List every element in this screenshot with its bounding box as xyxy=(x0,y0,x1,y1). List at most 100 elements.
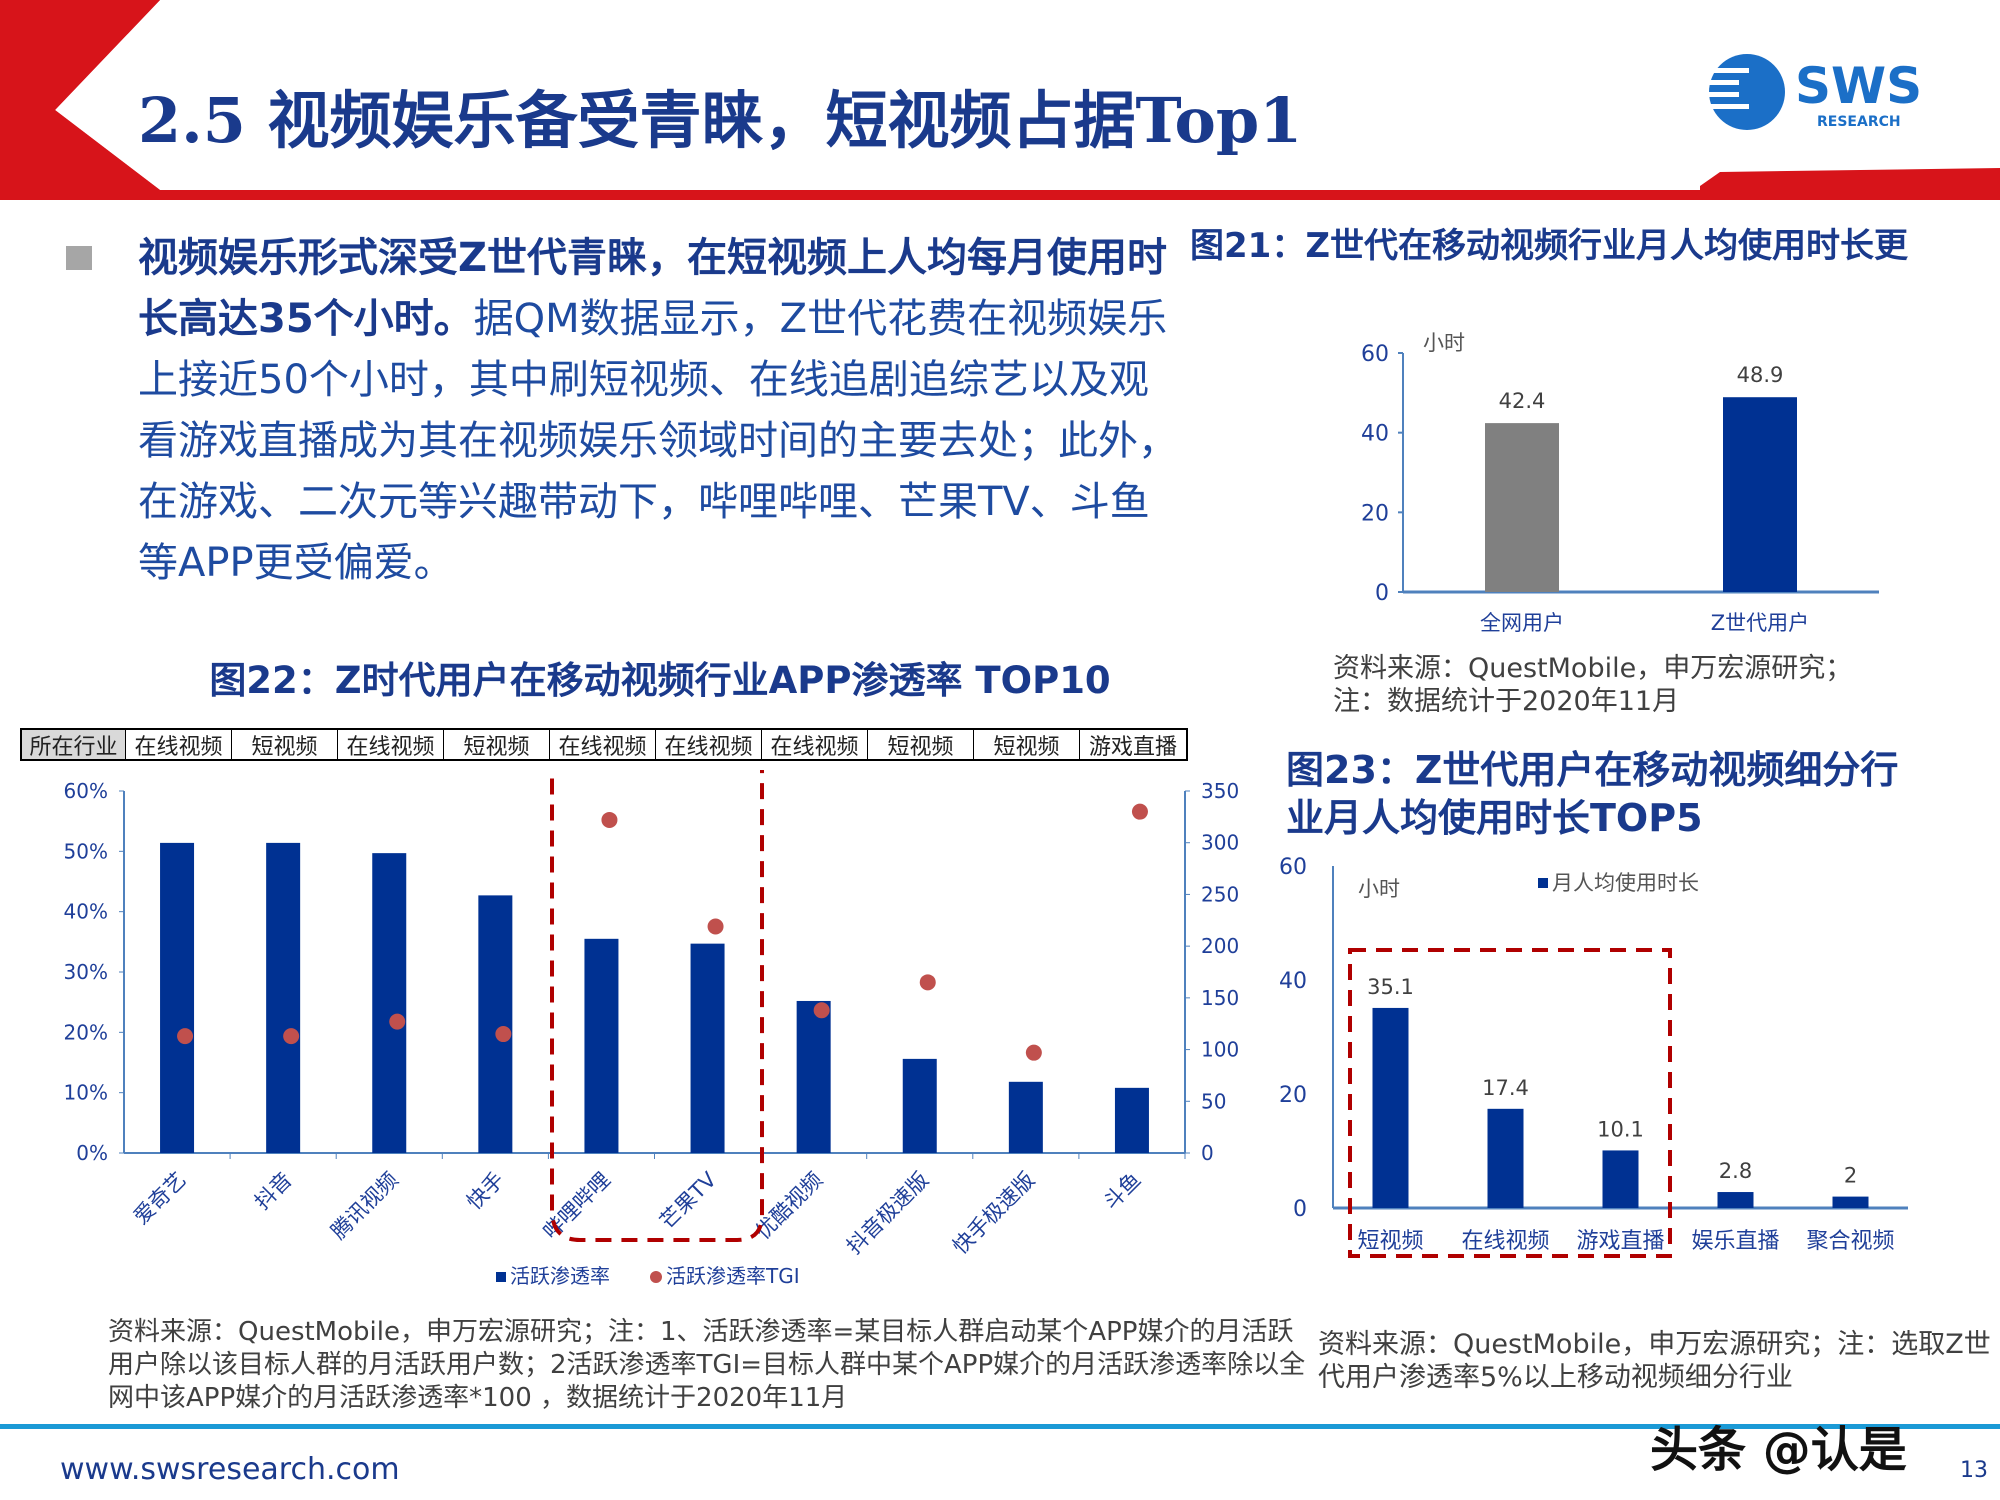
x-tick-label: 斗鱼 xyxy=(1099,1168,1146,1215)
y-unit-label: 小时 xyxy=(1423,331,1465,355)
fig22-chart: 0% 10% 20% 30% 40% 50% 60% 0 50 100 150 200 250 300 35… xyxy=(64,770,1239,1288)
legend-swatch xyxy=(1538,878,1548,888)
y-tick-label: 40 xyxy=(1279,969,1307,994)
legend-dot-swatch xyxy=(650,1271,662,1283)
fig21-source-line1: 资料来源：QuestMobile，申万宏源研究； xyxy=(1333,653,1853,684)
bar xyxy=(266,842,301,1153)
bar xyxy=(1717,1192,1754,1208)
highlight-box xyxy=(1348,948,1672,1258)
right-tick-label: 50 xyxy=(1201,1089,1226,1113)
fig21-title: 图21：Z世代在移动视频行业月人均使用时长更 xyxy=(1190,226,1908,266)
right-tick-label: 100 xyxy=(1201,1038,1239,1062)
industry-cell: 在线视频 xyxy=(762,730,868,760)
industry-cell: 短视频 xyxy=(232,730,338,760)
left-tick-label: 20% xyxy=(64,1020,108,1044)
industry-cell: 短视频 xyxy=(974,730,1080,760)
left-tick-label: 30% xyxy=(64,960,108,984)
left-tick-label: 10% xyxy=(64,1081,108,1105)
highlight-box xyxy=(550,770,764,1242)
bar xyxy=(902,1058,937,1153)
x-tick-label: 游戏直播 xyxy=(1576,1229,1664,1254)
bar xyxy=(1114,1087,1149,1153)
tgi-point xyxy=(389,1013,406,1030)
fig23-chart: 0 20 40 60 小时 月人均使用时长 35.1 短视频 17.4 在线视频 10.1 游戏直播 2… xyxy=(1279,855,1908,1258)
industry-cell: 在线视频 xyxy=(338,730,444,760)
fig23-title-line1: 图23：Z世代用户在移动视频细分行 xyxy=(1286,748,1899,792)
bar xyxy=(1832,1196,1869,1208)
data-label: 10.1 xyxy=(1597,1117,1644,1141)
right-tick-label: 200 xyxy=(1201,934,1239,958)
y-tick-label: 40 xyxy=(1361,422,1389,447)
tgi-point xyxy=(601,811,618,828)
bar xyxy=(690,943,725,1153)
footer-url[interactable]: www.swsresearch.com xyxy=(60,1452,400,1487)
left-tick-label: 50% xyxy=(64,839,108,863)
industry-row: 所在行业 在线视频 短视频 在线视频 短视频 在线视频 在线视频 在线视频 短视频 短视频 游戏直播 xyxy=(20,728,1188,761)
x-tick-label: 腾讯视频 xyxy=(326,1168,402,1244)
industry-cell: 短视频 xyxy=(444,730,550,760)
watermark: 头条 @认是 xyxy=(1650,1422,1907,1478)
industry-cell: 在线视频 xyxy=(656,730,762,760)
right-tick-label: 300 xyxy=(1201,831,1239,855)
tgi-point xyxy=(495,1026,512,1043)
x-tick-label: 快手 xyxy=(462,1168,509,1215)
fig23-title: 图23：Z世代用户在移动视频细分行 业月人均使用时长TOP5 xyxy=(1286,746,1898,842)
body-paragraph: 视频娱乐形式深受Z世代青睐，在短视频上人均每月使用时长高达35个小时。据QM数据… xyxy=(138,228,1178,594)
sws-logo: SWS RESEARCH xyxy=(1709,54,1922,130)
page-title: 2.5 视频娱乐备受青睐，短视频占据Top1 xyxy=(138,84,1303,157)
fig22-title: 图22：Z时代用户在移动视频行业APP渗透率 TOP10 xyxy=(209,659,1111,702)
bar xyxy=(1372,1007,1409,1208)
industry-cell: 游戏直播 xyxy=(1088,734,1177,760)
svg-text:SWS: SWS xyxy=(1795,57,1922,115)
data-label: 48.9 xyxy=(1737,363,1784,387)
bar xyxy=(1487,1108,1524,1208)
right-tick-label: 350 xyxy=(1201,779,1239,803)
body-highlight: 视频娱乐形式深受Z世代青睐，在短视频上人均每月使用时长高达35个小时。 xyxy=(138,235,1168,342)
x-tick-label: 抖音极速版 xyxy=(842,1168,933,1259)
fig21-source-line2: 注：数据统计于2020年11月 xyxy=(1333,686,1680,717)
industry-cell: 短视频 xyxy=(868,730,974,760)
y-tick-label: 0 xyxy=(1293,1197,1307,1222)
tgi-point xyxy=(283,1028,300,1045)
y-tick-label: 60 xyxy=(1361,342,1389,367)
x-tick-label: 全网用户 xyxy=(1480,611,1564,635)
bar xyxy=(796,1000,831,1153)
industry-header: 所在行业 xyxy=(22,730,126,760)
right-tick-label: 0 xyxy=(1201,1141,1214,1165)
tgi-point xyxy=(919,974,936,991)
bar xyxy=(372,853,407,1153)
bar xyxy=(584,938,619,1153)
legend-bar-swatch xyxy=(496,1272,506,1282)
x-tick-label: 在线视频 xyxy=(1461,1229,1549,1254)
left-tick-label: 40% xyxy=(64,900,108,924)
fig21-source: 资料来源：QuestMobile，申万宏源研究； 注：数据统计于2020年11月 xyxy=(1333,652,1852,718)
x-tick-label: 聚合视频 xyxy=(1806,1229,1894,1254)
industry-cell: 在线视频 xyxy=(126,730,232,760)
fig23-title-line2: 业月人均使用时长TOP5 xyxy=(1286,796,1703,840)
tgi-point xyxy=(1131,803,1148,820)
footer-line xyxy=(0,1424,2000,1429)
y-tick-label: 60 xyxy=(1279,855,1307,880)
left-tick-label: 0% xyxy=(76,1141,108,1165)
page-number: 13 xyxy=(1960,1458,1988,1483)
industry-cell: 在线视频 xyxy=(550,730,656,760)
data-label: 2 xyxy=(1844,1164,1857,1188)
y-tick-label: 20 xyxy=(1361,501,1389,526)
right-tick-label: 250 xyxy=(1201,882,1239,906)
y-unit-label: 小时 xyxy=(1358,877,1400,901)
y-tick-label: 20 xyxy=(1279,1083,1307,1108)
fig23-source: 资料来源：QuestMobile，申万宏源研究；注：选取Z世代用户渗透率5%以上… xyxy=(1318,1329,1991,1393)
body-text: 据QM数据显示，Z世代花费在视频娱乐上接近50个小时，其中刷短视频、在线追剧追综… xyxy=(138,296,1178,586)
y-tick-label: 0 xyxy=(1375,581,1389,606)
x-tick-label: Z世代用户 xyxy=(1711,611,1809,635)
svg-text:RESEARCH: RESEARCH xyxy=(1817,114,1901,130)
tgi-point xyxy=(707,918,724,935)
x-tick-label: 爱奇艺 xyxy=(129,1168,191,1230)
bar xyxy=(1008,1081,1043,1153)
bullet-marker xyxy=(66,246,92,270)
bar xyxy=(1723,397,1797,592)
bar xyxy=(1485,423,1559,592)
data-label: 42.4 xyxy=(1499,389,1546,413)
x-tick-label: 抖音 xyxy=(250,1168,297,1215)
bar xyxy=(478,895,513,1153)
